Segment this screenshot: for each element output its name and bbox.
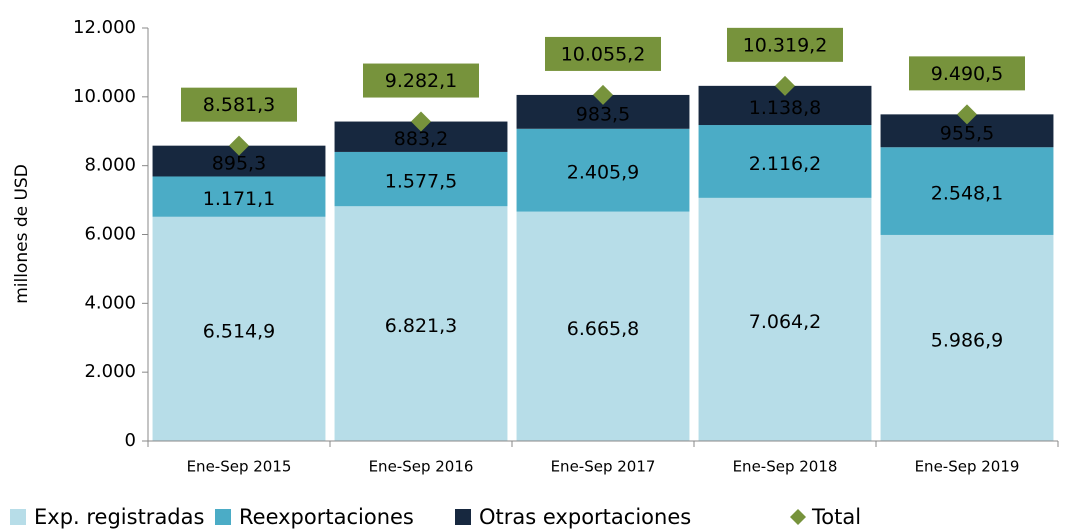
x-tick-label: Ene-Sep 2019 <box>915 458 1020 476</box>
total-label-box <box>181 87 297 122</box>
bar-segment <box>698 197 872 441</box>
total-marker <box>411 111 431 132</box>
bar-segment <box>152 216 326 441</box>
y-tick-label: 0 <box>125 430 136 451</box>
x-tick-label: Ene-Sep 2015 <box>187 458 292 476</box>
data-label: 1.171,1 <box>203 188 276 210</box>
total-label-box <box>727 27 843 62</box>
x-tick-label: Ene-Sep 2017 <box>551 458 656 476</box>
legend-label: Reexportaciones <box>239 505 414 529</box>
data-label: 6.514,9 <box>203 320 276 342</box>
total-label: 9.490,5 <box>931 63 1004 85</box>
total-label: 8.581,3 <box>203 94 276 116</box>
legend-marker <box>790 509 806 525</box>
total-marker <box>775 75 795 96</box>
x-tick-label: Ene-Sep 2018 <box>733 458 838 476</box>
bar-segment <box>880 234 1054 441</box>
y-tick-label: 12.000 <box>73 17 136 38</box>
bar-segment <box>516 128 690 212</box>
bar-segment <box>698 125 872 198</box>
legend-label: Total <box>811 505 861 529</box>
y-tick-label: 10.000 <box>73 86 136 107</box>
total-label-box <box>363 63 479 98</box>
data-label: 6.821,3 <box>385 315 458 337</box>
data-label: 955,5 <box>940 122 994 144</box>
bar-segment <box>334 151 508 207</box>
data-label: 2.405,9 <box>567 162 640 184</box>
bar-segment <box>516 211 690 441</box>
total-marker <box>593 84 613 105</box>
total-label: 10.055,2 <box>561 43 646 65</box>
total-marker <box>229 135 249 156</box>
y-axis-label: millones de USD <box>12 164 32 304</box>
data-label: 983,5 <box>576 103 630 125</box>
legend-swatch <box>10 509 26 525</box>
data-label: 5.986,9 <box>931 329 1004 351</box>
total-label: 10.319,2 <box>743 34 828 56</box>
bar-segment <box>880 147 1054 235</box>
y-tick-label: 2.000 <box>84 361 136 382</box>
bar-segment <box>334 206 508 441</box>
total-label-box <box>545 36 661 71</box>
data-label: 6.665,8 <box>567 318 640 340</box>
legend-label: Otras exportaciones <box>479 505 691 529</box>
data-label: 883,2 <box>394 128 448 150</box>
legend-label: Exp. registradas <box>34 505 204 529</box>
total-marker <box>957 104 977 125</box>
y-tick-label: 6.000 <box>84 224 136 245</box>
bar-segment <box>152 176 326 217</box>
y-tick-label: 8.000 <box>84 155 136 176</box>
data-label: 1.577,5 <box>385 171 458 193</box>
data-label: 1.138,8 <box>749 97 822 119</box>
total-label: 9.282,1 <box>385 70 458 92</box>
data-label: 2.548,1 <box>931 183 1004 205</box>
legend-swatch <box>215 509 231 525</box>
data-label: 2.116,2 <box>749 153 822 175</box>
y-tick-label: 4.000 <box>84 292 136 313</box>
data-label: 7.064,2 <box>749 311 822 333</box>
x-tick-label: Ene-Sep 2016 <box>369 458 474 476</box>
total-label-box <box>909 56 1025 91</box>
legend-swatch <box>455 509 471 525</box>
data-label: 895,3 <box>212 153 266 175</box>
